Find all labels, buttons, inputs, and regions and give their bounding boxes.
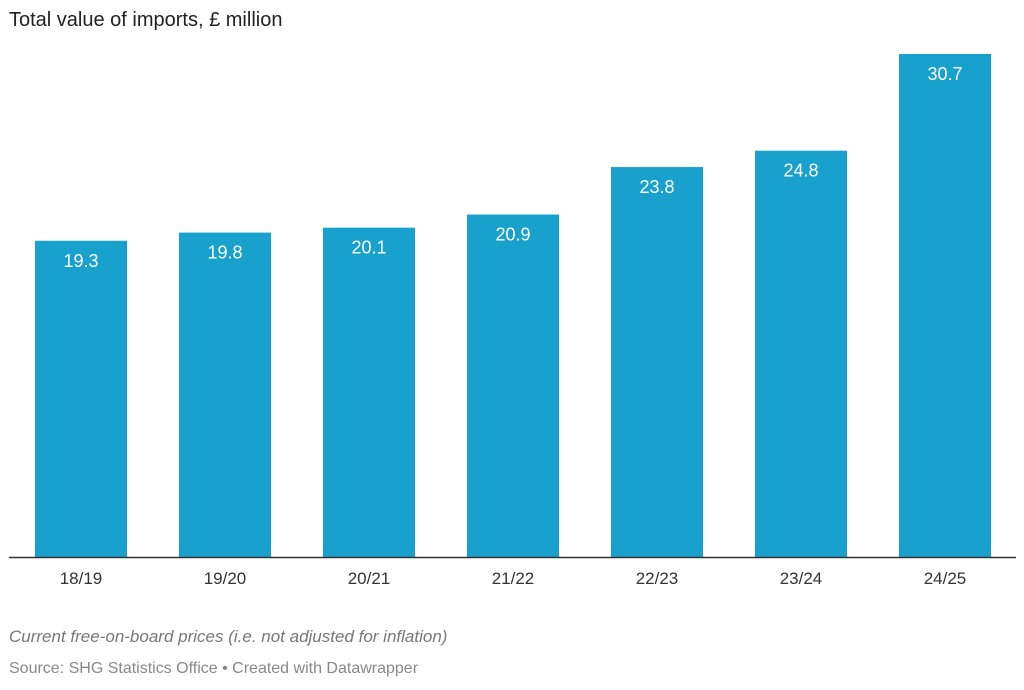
data-label: 23.8 (639, 177, 674, 197)
bar-19/20 (179, 232, 271, 557)
bar-20/21 (323, 227, 415, 558)
x-tick-label: 24/25 (924, 569, 967, 588)
data-label: 20.1 (351, 238, 386, 258)
data-label: 19.3 (63, 251, 98, 271)
data-label: 20.9 (495, 225, 530, 245)
x-tick-label: 22/23 (636, 569, 679, 588)
chart-notes: Current free-on-board prices (i.e. not a… (9, 627, 448, 646)
data-label: 24.8 (783, 161, 818, 181)
bar-24/25 (899, 54, 991, 557)
x-tick-label: 20/21 (348, 569, 391, 588)
chart-title: Total value of imports, £ million (9, 9, 283, 31)
x-tick-label: 19/20 (204, 569, 247, 588)
bar-21/22 (467, 214, 559, 557)
x-tick-label: 21/22 (492, 569, 535, 588)
data-label: 19.8 (207, 243, 242, 263)
bar-23/24 (755, 150, 847, 557)
bar-22/23 (611, 167, 703, 557)
data-label: 30.7 (927, 64, 962, 84)
chart-source: Source: SHG Statistics Office • Created … (9, 660, 419, 677)
x-tick-label: 23/24 (780, 569, 823, 588)
bar-18/19 (35, 240, 127, 558)
x-tick-label: 18/19 (60, 569, 103, 588)
